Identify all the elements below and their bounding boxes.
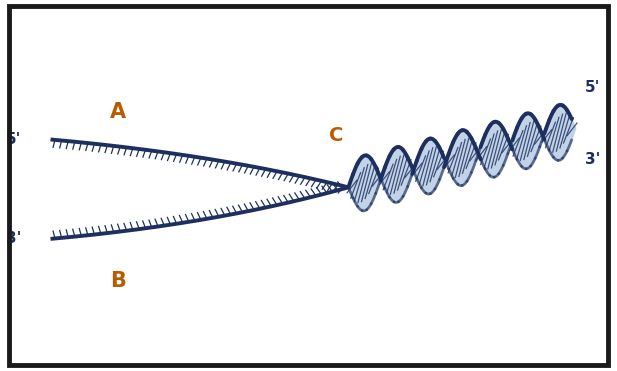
Polygon shape [543, 105, 576, 160]
Text: 3': 3' [6, 232, 22, 246]
Text: 3': 3' [585, 152, 600, 167]
Text: B: B [110, 271, 126, 291]
Polygon shape [478, 122, 511, 177]
Text: A: A [110, 102, 126, 122]
Polygon shape [349, 155, 381, 211]
Polygon shape [511, 113, 543, 169]
Polygon shape [381, 147, 413, 203]
Text: C: C [329, 126, 343, 145]
Text: 5': 5' [585, 81, 600, 95]
Polygon shape [413, 138, 446, 194]
Text: 5': 5' [6, 132, 22, 147]
Polygon shape [446, 130, 478, 186]
